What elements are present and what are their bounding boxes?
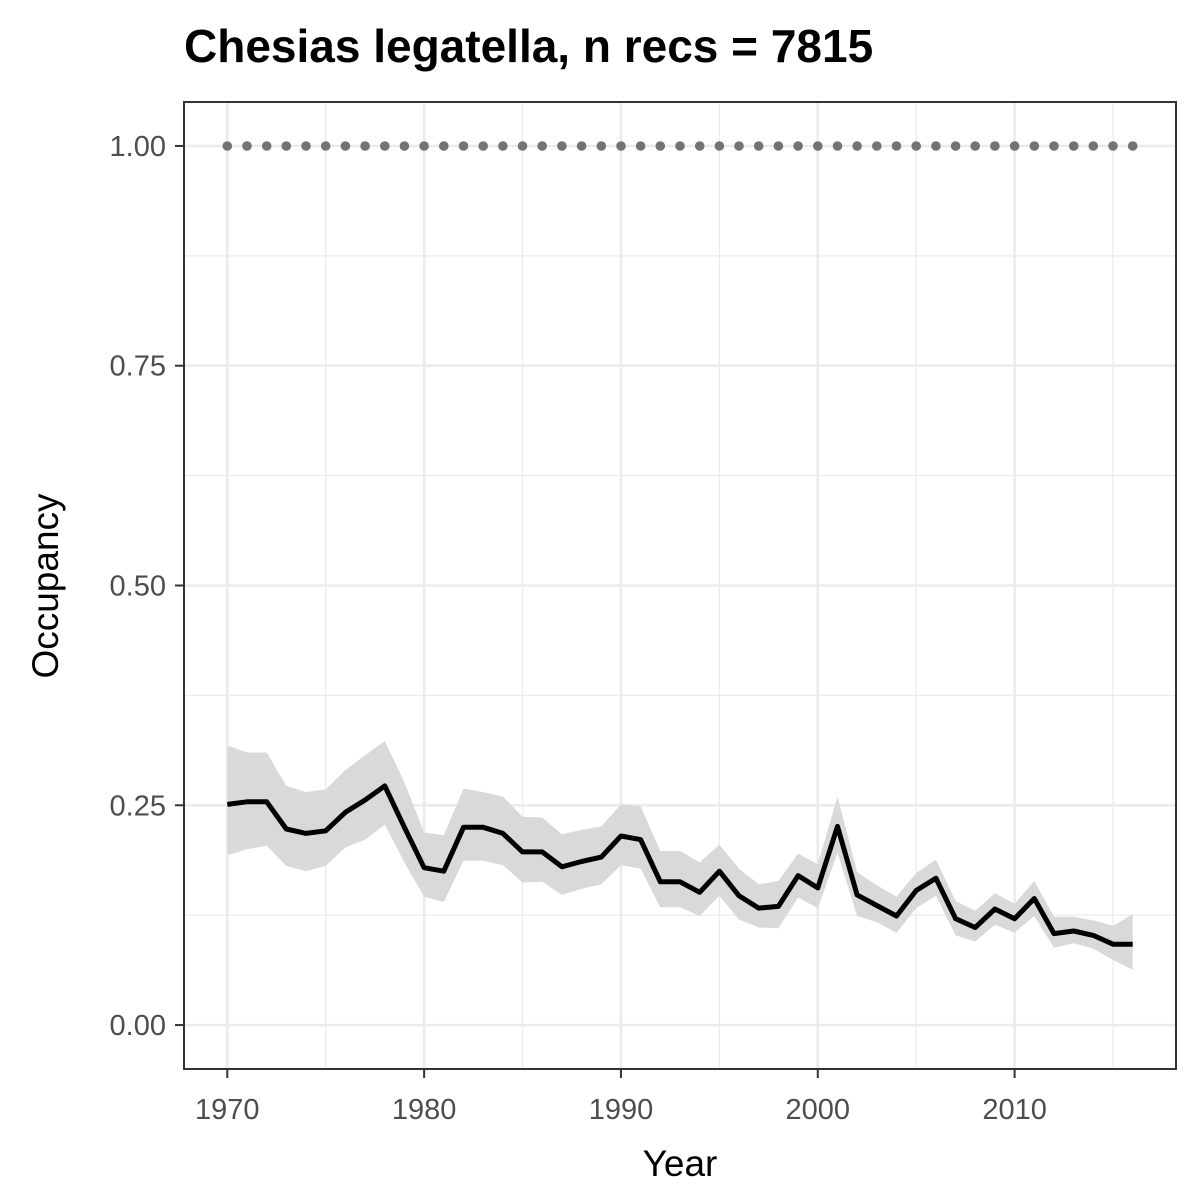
reference-point (281, 141, 292, 151)
reference-point (360, 141, 370, 151)
reference-point (813, 141, 823, 151)
confidence-ribbon (227, 741, 1133, 970)
reference-point (931, 141, 941, 151)
reference-point (793, 141, 803, 151)
reference-point (1009, 141, 1020, 151)
x-tick-label: 2010 (982, 1094, 1047, 1126)
reference-point (242, 141, 252, 151)
reference-point (498, 141, 508, 151)
panel-border (183, 101, 1177, 1070)
reference-point (380, 141, 390, 151)
y-axis-title: Occupancy (25, 493, 66, 679)
reference-point (970, 141, 980, 151)
reference-point (950, 141, 961, 151)
reference-point (261, 141, 272, 151)
reference-point (714, 141, 725, 151)
reference-point (852, 141, 862, 151)
reference-point (753, 141, 764, 151)
y-tick-label: 0.50 (110, 571, 166, 603)
reference-point (675, 141, 685, 151)
occupancy-line-layer (226, 783, 1133, 947)
reference-point (1068, 141, 1079, 151)
reference-point (458, 141, 469, 151)
reference-point (301, 141, 311, 151)
reference-point (478, 141, 489, 151)
reference-point (616, 141, 626, 151)
reference-point (1049, 141, 1059, 151)
y-tick-label: 1.00 (110, 131, 166, 163)
y-tick-label: 0.75 (110, 351, 166, 383)
reference-point (1029, 141, 1040, 151)
chart-title: Chesias legatella, n recs = 7815 (184, 20, 873, 72)
reference-point (832, 141, 843, 151)
reference-point (517, 141, 528, 151)
confidence-ribbon-layer (227, 741, 1133, 970)
reference-point (576, 141, 587, 151)
reference-point (557, 141, 567, 151)
reference-point (872, 141, 882, 151)
reference-point (1088, 141, 1099, 151)
x-tick-label: 2000 (786, 1094, 851, 1126)
reference-point (734, 141, 744, 151)
reference-point (222, 141, 233, 151)
x-tick-label: 1990 (589, 1094, 654, 1126)
reference-point (694, 141, 705, 151)
y-axis: 0.00 0.25 0.50 0.75 1.00 (110, 131, 183, 1042)
x-tick-label: 1970 (195, 1094, 260, 1126)
reference-point (655, 141, 666, 151)
reference-point (773, 141, 784, 151)
reference-point (419, 141, 429, 151)
occupancy-series-line (226, 783, 1133, 947)
reference-point (399, 141, 410, 151)
y-tick-label: 0.00 (110, 1010, 166, 1042)
reference-point (596, 141, 607, 151)
reference-point (1127, 141, 1138, 151)
reference-point (635, 141, 646, 151)
reference-point (320, 141, 331, 151)
y-tick-label: 0.25 (110, 790, 166, 822)
reference-point (1108, 141, 1118, 151)
reference-point (990, 141, 1000, 151)
x-axis-title: Year (643, 1143, 718, 1184)
reference-point (340, 141, 351, 151)
reference-points-layer (222, 141, 1138, 151)
reference-point (537, 141, 547, 151)
reference-point (891, 141, 902, 151)
reference-point (439, 141, 449, 151)
x-tick-label: 1980 (392, 1094, 457, 1126)
reference-point (911, 141, 921, 151)
x-axis: 1970 1980 1990 2000 2010 (195, 1070, 1047, 1126)
